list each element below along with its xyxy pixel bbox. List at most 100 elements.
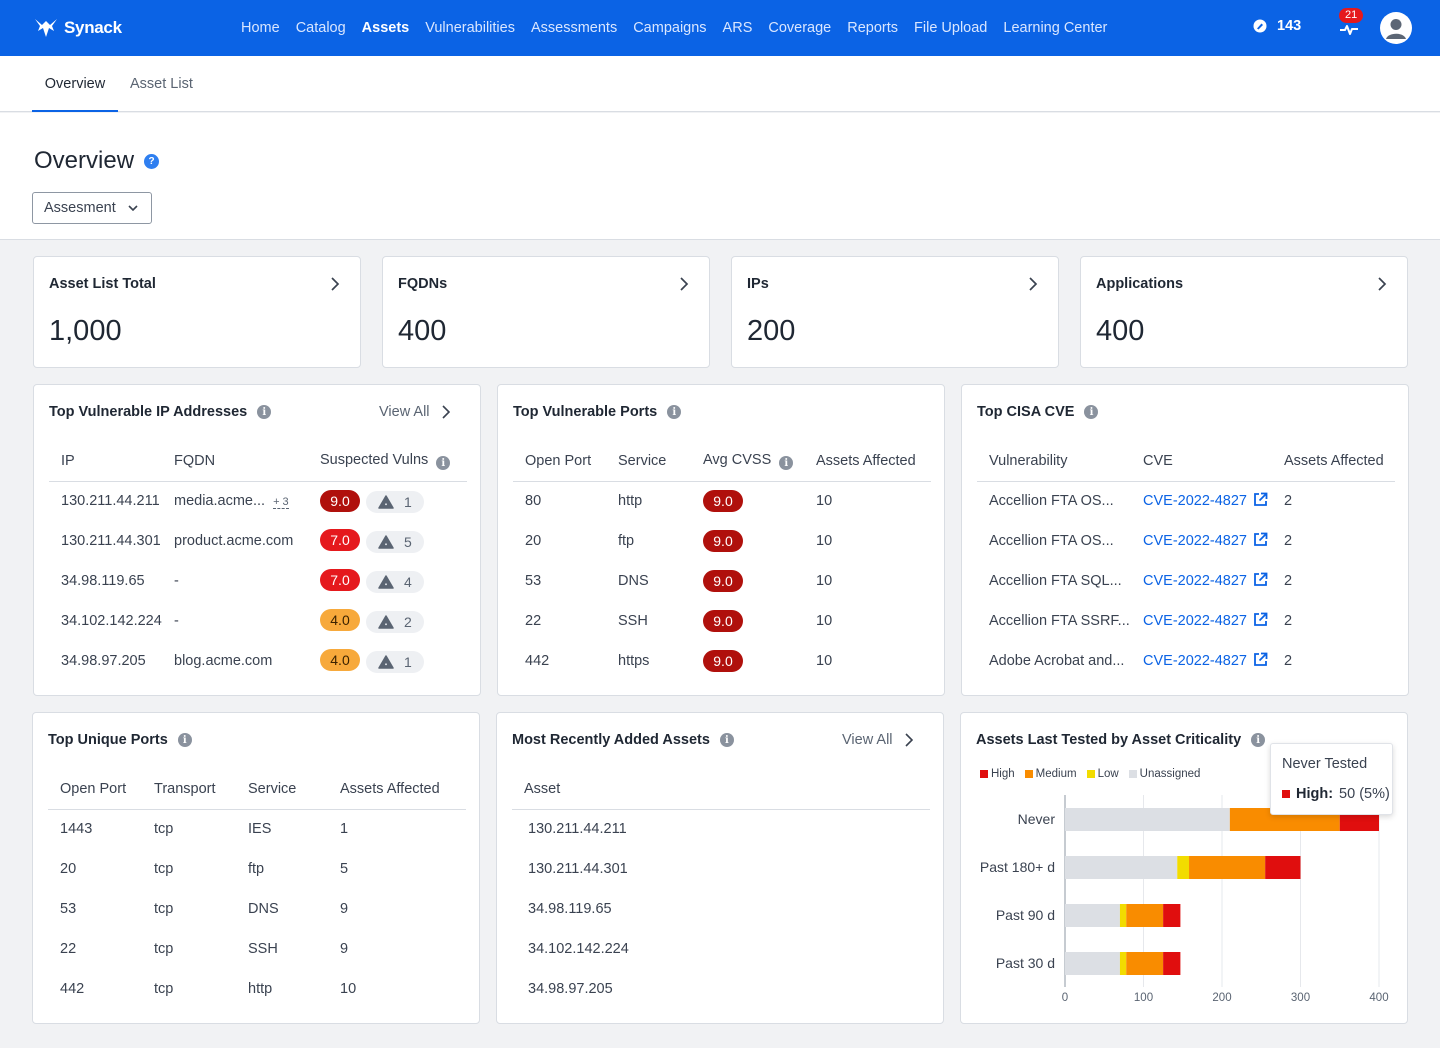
info-icon[interactable]: i	[667, 405, 682, 419]
chevron-right-icon	[904, 733, 913, 747]
tooltip-swatch	[1282, 790, 1290, 798]
nav-link-catalog[interactable]: Catalog	[295, 20, 346, 36]
vulnerability-cell: Accellion FTA OS...	[989, 493, 1114, 510]
external-link-icon[interactable]	[1253, 652, 1268, 671]
bar-segment-high[interactable]	[1265, 856, 1301, 879]
assets-affected-link[interactable]: 10	[340, 981, 357, 997]
stat-card-applications[interactable]: Applications 400	[1080, 256, 1408, 368]
help-icon[interactable]: ?	[144, 153, 160, 169]
nav-link-learning-center[interactable]: Learning Center	[1003, 20, 1108, 36]
chevron-right-icon[interactable]	[1028, 277, 1038, 291]
severity-badge: 7.0	[320, 569, 360, 592]
nav-link-file-upload[interactable]: File Upload	[914, 20, 988, 36]
ip-link[interactable]: 130.211.44.211	[61, 493, 160, 510]
vuln-count-pill[interactable]: 5	[366, 530, 424, 553]
column-header: Vulnerability	[977, 441, 1131, 482]
external-link-icon[interactable]	[1253, 612, 1268, 631]
synack-logo-icon	[35, 19, 57, 37]
cve-link[interactable]: CVE-2022-4827	[1143, 492, 1247, 509]
synack-logo[interactable]: Synack	[34, 16, 122, 40]
info-icon[interactable]: i	[1084, 405, 1099, 419]
cve-link[interactable]: CVE-2022-4827	[1143, 612, 1247, 629]
assets-affected-link[interactable]: 10	[816, 613, 833, 629]
bar-segment-medium[interactable]	[1189, 856, 1266, 879]
bar-segment-high[interactable]	[1163, 904, 1181, 927]
asset-link[interactable]: 130.211.44.211	[528, 821, 627, 838]
nav-link-assessments[interactable]: Assessments	[530, 20, 618, 36]
vuln-count-pill[interactable]: 2	[366, 610, 424, 633]
info-icon[interactable]: i	[779, 456, 794, 470]
cve-link[interactable]: CVE-2022-4827	[1143, 532, 1247, 549]
asset-link[interactable]: 34.98.119.65	[528, 901, 612, 917]
points-indicator[interactable]: 143	[1253, 18, 1301, 34]
assets-affected-link[interactable]: 10	[816, 573, 833, 589]
ip-link[interactable]: 34.102.142.224	[61, 613, 162, 629]
cve-link[interactable]: CVE-2022-4827	[1143, 572, 1247, 589]
assets-affected-cell: 2	[1284, 533, 1293, 549]
stat-card-ips[interactable]: IPs 200	[731, 256, 1059, 368]
activity-pulse-icon[interactable]	[1338, 18, 1360, 40]
vuln-count-pill[interactable]: 1	[366, 650, 424, 673]
more-fqdns-link[interactable]: + 3	[273, 496, 289, 510]
chevron-right-icon[interactable]	[330, 277, 340, 291]
legend-item-medium[interactable]: Medium	[1024, 768, 1077, 780]
asset-link[interactable]: 130.211.44.301	[528, 861, 628, 877]
bar-segment-medium[interactable]	[1126, 904, 1164, 927]
external-link-icon[interactable]	[1253, 532, 1268, 551]
bar-segment-medium[interactable]	[1126, 952, 1164, 975]
info-icon[interactable]: i	[436, 456, 451, 470]
port-cell: 53	[60, 901, 77, 917]
info-icon[interactable]: i	[1251, 733, 1266, 747]
info-icon[interactable]: i	[257, 405, 272, 419]
assets-affected-link[interactable]: 9	[340, 941, 349, 957]
view-all-assets-link[interactable]: View All	[842, 732, 913, 748]
asset-link[interactable]: 34.102.142.224	[528, 941, 629, 957]
bar-segment-unassigned[interactable]	[1065, 856, 1178, 879]
bar-segment-unassigned[interactable]	[1065, 904, 1120, 927]
bar-segment-unassigned[interactable]	[1065, 952, 1120, 975]
stat-card-fqdns[interactable]: FQDNs 400	[382, 256, 710, 368]
legend-item-unassigned[interactable]: Unassigned	[1128, 768, 1200, 780]
assets-affected-link[interactable]: 9	[340, 901, 349, 917]
nav-link-vulnerabilities[interactable]: Vulnerabilities	[425, 20, 515, 36]
vuln-count-pill[interactable]: 4	[366, 570, 424, 593]
asset-link[interactable]: 34.98.97.205	[528, 981, 613, 997]
assets-affected-link[interactable]: 5	[340, 861, 349, 877]
bar-segment-low[interactable]	[1119, 952, 1127, 975]
chevron-right-icon[interactable]	[1377, 277, 1387, 291]
bar-segment-high[interactable]	[1163, 952, 1181, 975]
bar-segment-unassigned[interactable]	[1065, 808, 1230, 831]
assets-affected-link[interactable]: 10	[816, 533, 833, 549]
nav-link-assets[interactable]: Assets	[361, 20, 410, 36]
assets-affected-link[interactable]: 10	[816, 493, 833, 510]
bar-segment-low[interactable]	[1177, 856, 1190, 879]
tab-asset-list[interactable]: Asset List	[130, 76, 193, 92]
cve-link[interactable]: CVE-2022-4827	[1143, 652, 1247, 669]
ip-link[interactable]: 130.211.44.301	[61, 533, 161, 549]
page-title-text: Overview	[34, 147, 135, 174]
nav-link-coverage[interactable]: Coverage	[768, 20, 832, 36]
nav-link-reports[interactable]: Reports	[847, 20, 899, 36]
ip-link[interactable]: 34.98.119.65	[61, 573, 145, 589]
external-link-icon[interactable]	[1253, 492, 1268, 511]
vuln-count-pill[interactable]: 1	[366, 490, 424, 513]
bar-segment-low[interactable]	[1119, 904, 1127, 927]
nav-link-campaigns[interactable]: Campaigns	[633, 20, 707, 36]
legend-item-low[interactable]: Low	[1086, 768, 1119, 780]
chevron-right-icon[interactable]	[679, 277, 689, 291]
info-icon[interactable]: i	[719, 733, 734, 747]
assessment-dropdown[interactable]: Assesment	[32, 192, 152, 224]
external-link-icon[interactable]	[1253, 572, 1268, 591]
nav-link-ars[interactable]: ARS	[722, 20, 753, 36]
info-icon[interactable]: i	[177, 733, 192, 747]
view-all-ips-link[interactable]: View All	[379, 404, 450, 420]
stat-card-asset-list-total[interactable]: Asset List Total 1,000	[33, 256, 361, 368]
table-row: 34.102.142.224	[512, 929, 930, 969]
tab-overview[interactable]: Overview	[32, 56, 118, 112]
user-avatar[interactable]	[1380, 12, 1412, 44]
nav-link-home[interactable]: Home	[241, 20, 280, 36]
ip-link[interactable]: 34.98.97.205	[61, 653, 146, 669]
assets-affected-link[interactable]: 10	[816, 653, 833, 669]
assets-affected-link[interactable]: 1	[340, 821, 349, 838]
legend-item-high[interactable]: High	[980, 768, 1015, 780]
